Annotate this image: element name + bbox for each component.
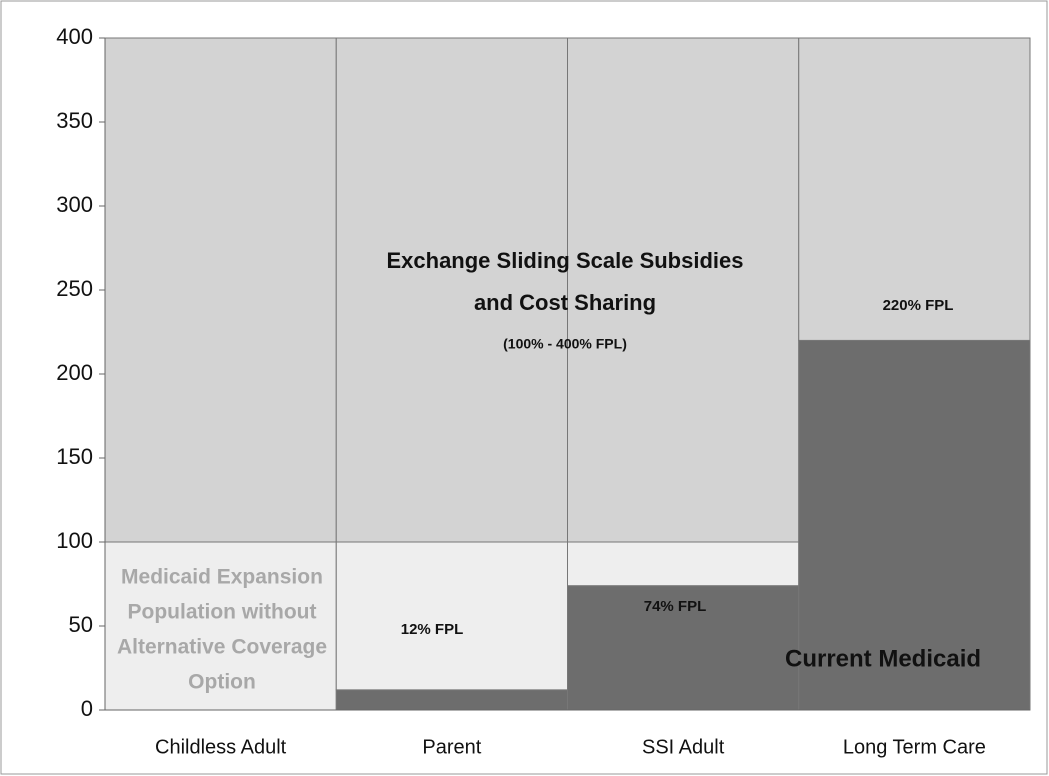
x-tick-label: SSI Adult	[642, 736, 725, 758]
bar-segment	[567, 541, 800, 587]
bar-segment	[798, 37, 1031, 341]
annotation: Medicaid Expansion	[121, 566, 323, 589]
y-tick-label: 350	[56, 108, 93, 133]
bar-segment	[335, 541, 568, 691]
y-tick-label: 50	[69, 612, 93, 637]
y-tick-label: 0	[81, 696, 93, 721]
annotation: Population without	[128, 601, 317, 624]
value-label: 12% FPL	[401, 621, 464, 638]
y-tick-label: 250	[56, 276, 93, 301]
bar-segment	[567, 585, 800, 711]
x-tick-label: Parent	[422, 736, 481, 758]
bar-segment	[798, 339, 1031, 711]
bar-segment	[104, 37, 337, 543]
value-label: 74% FPL	[644, 598, 707, 615]
bar-segment	[335, 689, 568, 711]
annotation: Option	[188, 671, 256, 694]
annotation: Exchange Sliding Scale Subsidies	[386, 248, 743, 273]
bar-segment	[567, 37, 800, 543]
y-tick-label: 300	[56, 192, 93, 217]
bar-segment	[104, 541, 337, 711]
y-tick-label: 150	[56, 444, 93, 469]
y-tick-label: 400	[56, 24, 93, 49]
y-tick-label: 200	[56, 360, 93, 385]
x-tick-label: Childless Adult	[155, 736, 287, 758]
annotation: Current Medicaid	[785, 645, 981, 672]
x-tick-label: Long Term Care	[843, 736, 986, 758]
value-label: 220% FPL	[883, 297, 954, 314]
annotation: and Cost Sharing	[474, 290, 656, 315]
y-tick-label: 100	[56, 528, 93, 553]
annotation: (100% - 400% FPL)	[503, 336, 627, 352]
bar-segment	[335, 37, 568, 543]
annotation: Alternative Coverage	[117, 636, 327, 659]
